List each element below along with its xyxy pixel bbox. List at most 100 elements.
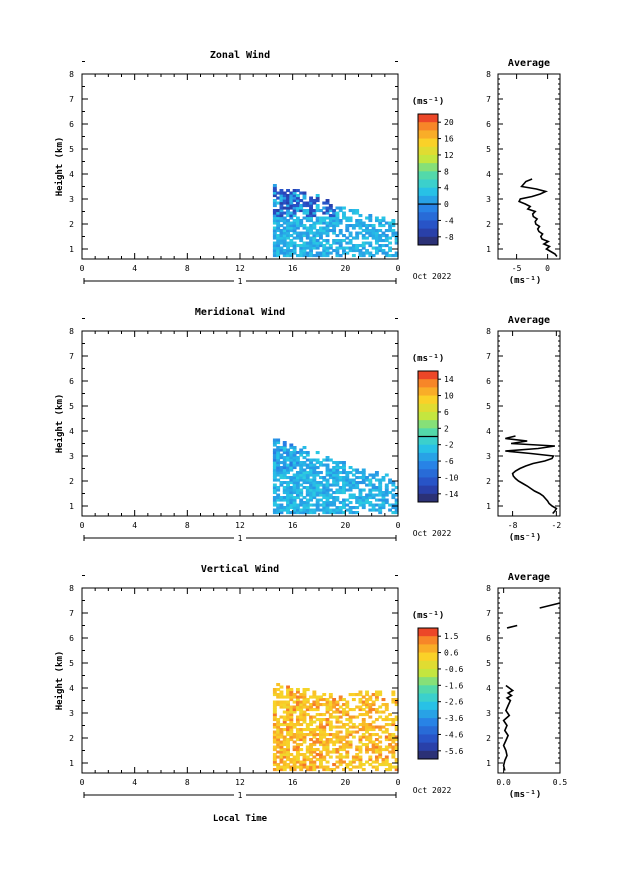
heatmap-cell (361, 700, 366, 704)
avg-y-tick-label: 4 (486, 170, 491, 179)
heatmap-cell (282, 468, 287, 472)
heatmap-cell (292, 191, 297, 195)
heatmap-cell (345, 216, 350, 220)
heatmap-cell (384, 768, 389, 772)
heatmap-cell (358, 221, 363, 225)
y-tick-label: 7 (69, 609, 74, 618)
heatmap-cell (345, 753, 350, 757)
heatmap-cell (325, 501, 330, 505)
heatmap-cell (348, 216, 353, 220)
heatmap-cell (365, 478, 369, 482)
heatmap-cell (295, 755, 300, 759)
heatmap-cell (322, 501, 327, 505)
heatmap-cell (312, 239, 317, 243)
day-marker: 1 (83, 791, 397, 800)
heatmap-cell (319, 713, 323, 717)
heatmap-cell (295, 226, 300, 230)
heatmap-cell (289, 501, 294, 505)
heatmap-cell (302, 211, 307, 215)
heatmap-cell (332, 241, 337, 245)
heatmap-cell (319, 698, 323, 702)
heatmap-cell (289, 194, 294, 198)
heatmap-cell (368, 733, 373, 737)
heatmap-cell (371, 246, 376, 250)
heatmap-cell (351, 249, 356, 253)
heatmap-cell (289, 204, 294, 208)
heatmap-cell (345, 735, 350, 739)
heatmap-cell (319, 254, 323, 258)
heatmap-cell (295, 473, 300, 477)
heatmap-cell (365, 698, 369, 702)
heatmap-cell (305, 204, 310, 208)
colorbar-tick-label: -14 (444, 490, 459, 499)
heatmap-cell (332, 226, 337, 230)
heatmap-cell (286, 196, 290, 200)
heatmap-cell (289, 758, 294, 762)
heatmap-cell (345, 728, 350, 732)
heatmap-cell (351, 730, 356, 734)
heatmap-cell (391, 481, 396, 485)
heatmap-cell (355, 224, 360, 228)
heatmap-cell (355, 758, 360, 762)
heatmap-cell (319, 216, 323, 220)
heatmap-cell (309, 236, 314, 240)
heatmap-cell (299, 246, 304, 250)
heatmap-cell (309, 458, 314, 462)
heatmap-cell (312, 224, 317, 228)
heatmap-cell (322, 231, 327, 235)
heatmap-cell (351, 486, 356, 490)
heatmap-cell (309, 745, 314, 749)
heatmap-cell (391, 493, 396, 497)
heatmap-cell (345, 740, 350, 744)
heatmap-cell (335, 508, 340, 512)
heatmap-cell (309, 491, 314, 495)
heatmap-cell (374, 695, 379, 699)
heatmap-cell (342, 491, 346, 495)
heatmap-cell (338, 710, 343, 714)
heatmap-cell (279, 743, 284, 747)
colorbar-segment (418, 212, 438, 221)
heatmap-cell (279, 211, 284, 215)
heatmap-cell (312, 236, 317, 240)
y-tick-label: 2 (69, 477, 74, 486)
heatmap-cell (272, 740, 277, 744)
heatmap-cell (312, 700, 317, 704)
heatmap-cell (315, 199, 320, 203)
heatmap-cell (355, 730, 360, 734)
heatmap-cell (358, 740, 363, 744)
heatmap-cell (348, 493, 353, 497)
x-tick-label: 20 (341, 264, 351, 273)
heatmap-cell (345, 743, 350, 747)
heatmap-cell (384, 234, 389, 238)
avg-y-tick-label: 2 (486, 734, 491, 743)
heatmap-cell (292, 194, 297, 198)
heatmap-cell (365, 750, 369, 754)
heatmap-cell (315, 229, 320, 233)
heatmap-cell (292, 463, 297, 467)
heatmap-cell (312, 481, 317, 485)
heatmap-cell (322, 219, 327, 223)
heatmap-cell (335, 506, 340, 510)
heatmap-cell (335, 755, 340, 759)
heatmap-cell (286, 234, 290, 238)
heatmap-cell (289, 730, 294, 734)
heatmap-cell (384, 473, 389, 477)
heatmap-cell (279, 466, 284, 470)
heatmap-cell (312, 728, 317, 732)
heatmap-cell (368, 251, 373, 255)
heatmap-cell (338, 695, 343, 699)
heatmap-cell (368, 231, 373, 235)
heatmap-cell (309, 715, 314, 719)
heatmap-cell (348, 501, 353, 505)
heatmap-cell (351, 715, 356, 719)
heatmap-cell (332, 511, 337, 515)
heatmap-cell (384, 229, 389, 233)
heatmap-cell (368, 715, 373, 719)
heatmap-cell (348, 760, 353, 764)
heatmap-cell (286, 750, 290, 754)
heatmap-cell (322, 254, 327, 258)
heatmap-cell (289, 725, 294, 729)
heatmap-cell (365, 231, 369, 235)
heatmap-cell (312, 241, 317, 245)
